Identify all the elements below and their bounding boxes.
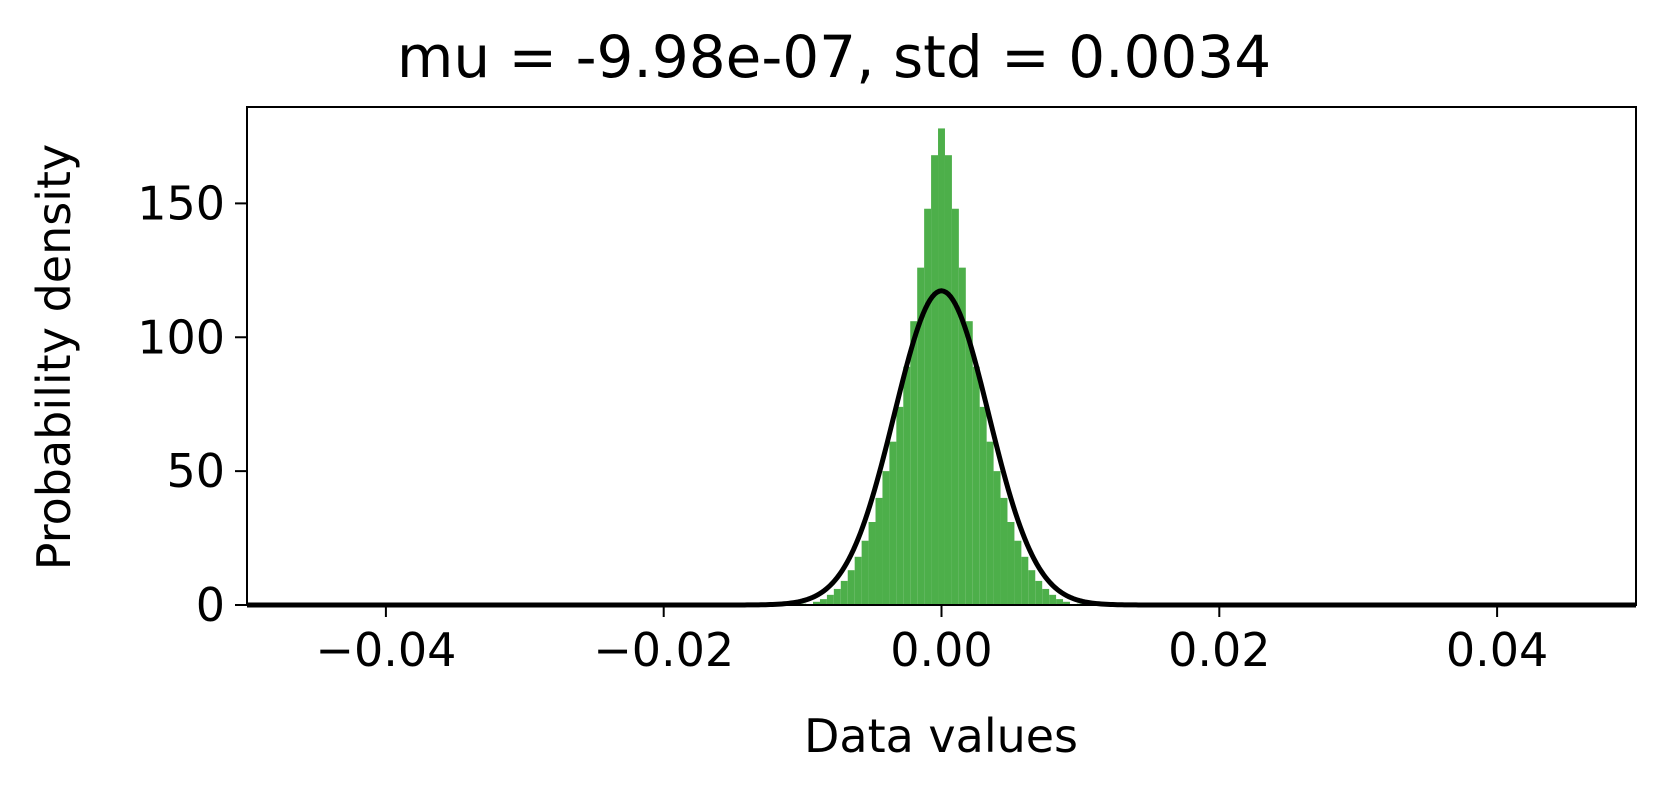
histogram-bar — [826, 594, 834, 605]
histogram-bar — [1049, 594, 1057, 605]
histogram-bar — [993, 471, 1001, 605]
histogram-bar — [931, 155, 939, 605]
histogram — [785, 128, 1098, 605]
histogram-bar — [854, 556, 862, 605]
histogram-bar — [917, 267, 925, 605]
histogram-bar — [910, 321, 918, 605]
y-tick-label: 150 — [137, 176, 225, 230]
histogram-bar — [819, 599, 827, 605]
histogram-bar — [813, 601, 820, 605]
histogram-bar — [833, 588, 841, 605]
histogram-bar — [1028, 570, 1036, 605]
x-tick-label: 0.04 — [1446, 623, 1548, 677]
histogram-bar — [903, 366, 911, 605]
histogram-bar — [882, 471, 890, 605]
histogram-bar — [938, 128, 945, 605]
y-tick-label: 0 — [196, 578, 225, 632]
histogram-bar — [896, 406, 904, 605]
histogram-bar — [1021, 556, 1029, 605]
histogram-bar — [840, 580, 848, 605]
histogram-bar — [847, 570, 855, 605]
histogram-bar — [986, 441, 994, 605]
x-tick-label: 0.00 — [890, 623, 992, 677]
histogram-bar — [1042, 588, 1050, 605]
y-axis-ticks: 0 50 100 150 — [137, 176, 247, 632]
histogram-bar — [1063, 601, 1070, 605]
histogram-bar — [1014, 540, 1022, 605]
histogram-bar — [951, 208, 959, 605]
histogram-bar — [958, 267, 966, 605]
histogram-bar — [924, 208, 932, 605]
y-axis-label: Probability density — [27, 144, 81, 570]
histogram-bar — [1000, 497, 1008, 605]
x-tick-label: −0.04 — [315, 623, 456, 677]
histogram-bar — [861, 540, 869, 605]
x-tick-label: 0.02 — [1168, 623, 1270, 677]
histogram-bar — [868, 522, 876, 605]
histogram-bar — [1007, 522, 1015, 605]
histogram-bar — [1035, 580, 1043, 605]
y-tick-label: 50 — [166, 444, 225, 498]
y-tick-label: 100 — [137, 310, 225, 364]
histogram-bar — [889, 441, 897, 605]
histogram-bar — [972, 366, 980, 605]
x-axis-label: Data values — [804, 709, 1078, 763]
histogram-bar — [944, 155, 952, 605]
histogram-bar — [965, 321, 973, 605]
histogram-bar — [875, 497, 883, 605]
x-tick-label: −0.02 — [593, 623, 734, 677]
histogram-bar — [979, 406, 987, 605]
chart-title: mu = -9.98e-07, std = 0.0034 — [397, 23, 1271, 91]
x-axis-ticks: −0.04 −0.02 0.00 0.02 0.04 — [315, 605, 1548, 677]
histogram-bar — [1056, 599, 1064, 605]
